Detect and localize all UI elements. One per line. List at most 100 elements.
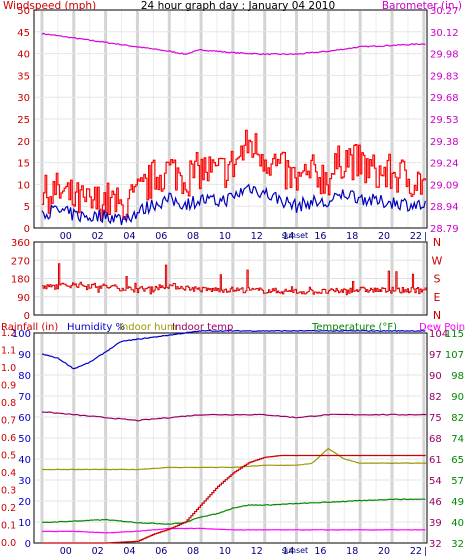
barometer-tick-label: 29.53 bbox=[430, 115, 459, 126]
x-tick-label: 04 bbox=[123, 546, 135, 556]
compass-letter: S bbox=[434, 273, 441, 286]
indoor-temp-tick-label: 75 bbox=[429, 413, 442, 424]
x-tick-label: 02 bbox=[92, 231, 104, 242]
direction-tick-label: 360 bbox=[11, 238, 30, 249]
temperature-tick-label: 115 bbox=[445, 329, 464, 340]
humidity-tick-label: 0 bbox=[25, 539, 31, 550]
x-tick-label: 08 bbox=[187, 231, 199, 242]
rain-tick-label: 0.8 bbox=[1, 398, 16, 409]
indoor-temp-tick-label: 82 bbox=[429, 392, 442, 403]
temperature-tick-label: 57 bbox=[451, 476, 464, 487]
indoor-hum-line bbox=[41, 447, 427, 471]
windspeed-tick-label: 25 bbox=[17, 115, 30, 126]
x-tick-label: 10 bbox=[219, 546, 231, 556]
windspeed-tick-label: 0 bbox=[24, 224, 30, 235]
temperature-tick-label: 107 bbox=[445, 350, 464, 361]
x-tick-label: 06 bbox=[155, 231, 167, 242]
windspeed-tick-label: 40 bbox=[17, 50, 30, 61]
windspeed-tick-label: 35 bbox=[17, 71, 30, 82]
legend-temperature: Temperature (°F) bbox=[311, 322, 397, 333]
sunset-label: sunset bbox=[282, 231, 309, 240]
indoor-temp-tick-label: 32 bbox=[429, 539, 442, 550]
compass-letter: W bbox=[432, 254, 443, 267]
barometer-axis-label: Barometer (in.) bbox=[382, 0, 462, 12]
humidity-tick-label: 50 bbox=[18, 434, 31, 445]
direction-tick-label: 0 bbox=[24, 311, 30, 322]
barometer-tick-label: 29.98 bbox=[430, 50, 459, 61]
indoor-temp-tick-label: 90 bbox=[429, 371, 442, 382]
x-tick-label: 16 bbox=[314, 546, 326, 556]
x-tick-label: 00 bbox=[60, 231, 72, 242]
indoor-temp-tick-label: 54 bbox=[429, 476, 442, 487]
temperature-tick-label: 90 bbox=[451, 392, 464, 403]
barometer-tick-label: 28.94 bbox=[430, 202, 459, 213]
rain-tick-label: 0.9 bbox=[1, 381, 16, 392]
sunset-label: sunset bbox=[282, 546, 309, 555]
temperature-tick-label: 82 bbox=[451, 413, 464, 424]
x-tick-label: 20 bbox=[378, 231, 390, 242]
compass-letter: N bbox=[433, 309, 441, 322]
windspeed-tick-label: 20 bbox=[17, 137, 30, 148]
x-tick-end: | bbox=[424, 232, 427, 242]
x-tick-label: 22 bbox=[410, 546, 422, 556]
rain-tick-label: 1.1 bbox=[1, 346, 16, 357]
temperature-tick-label: 40 bbox=[451, 518, 464, 529]
legend-rainfall: Rainfall (in) bbox=[1, 322, 58, 333]
windspeed-tick-label: 45 bbox=[17, 28, 30, 39]
rain-tick-label: 0.3 bbox=[1, 486, 16, 497]
x-tick-label: 16 bbox=[314, 231, 326, 242]
direction-tick-label: 90 bbox=[17, 293, 30, 304]
dew-point-line bbox=[41, 527, 426, 534]
barometer-tick-label: 29.24 bbox=[430, 159, 459, 170]
indoor-temp-tick-label: 61 bbox=[429, 455, 442, 466]
indoor-temp-tick-label: 68 bbox=[429, 434, 442, 445]
temperature-tick-label: 49 bbox=[451, 497, 464, 508]
x-tick-label: 04 bbox=[123, 231, 135, 242]
windspeed-tick-label: 5 bbox=[24, 202, 30, 213]
graph-title: 24 hour graph day : January 04 2010 bbox=[141, 0, 335, 12]
rain-tick-label: 1.0 bbox=[1, 363, 16, 374]
legend-indoor-hum: Indoor hum bbox=[119, 322, 177, 333]
temperature-line bbox=[41, 498, 426, 525]
windspeed-gust-line bbox=[42, 129, 426, 220]
barometer-tick-label: 29.68 bbox=[430, 93, 459, 104]
x-tick-label: 12 bbox=[251, 231, 263, 242]
rain-tick-label: 0.2 bbox=[1, 503, 16, 514]
temperature-tick-label: 98 bbox=[451, 371, 464, 382]
humidity-line bbox=[41, 329, 426, 370]
barometer-tick-label: 30.12 bbox=[430, 28, 459, 39]
humidity-tick-label: 20 bbox=[18, 497, 31, 508]
temperature-tick-label: 32 bbox=[451, 539, 464, 550]
humidity-tick-label: 70 bbox=[18, 392, 31, 403]
x-tick-label: 06 bbox=[155, 546, 167, 556]
rain-tick-label: 0.5 bbox=[1, 451, 16, 462]
indoor-temp-tick-label: 39 bbox=[429, 518, 442, 529]
rain-tick-label: 0.1 bbox=[1, 521, 16, 532]
rain-tick-label: 1.2 bbox=[1, 328, 16, 339]
humidity-tick-label: 60 bbox=[18, 413, 31, 424]
windspeed-tick-label: 30 bbox=[17, 93, 30, 104]
humidity-tick-label: 30 bbox=[18, 476, 31, 487]
temperature-tick-label: 65 bbox=[451, 455, 464, 466]
barometer-tick-label: 29.38 bbox=[430, 137, 459, 148]
humidity-tick-label: 100 bbox=[12, 329, 31, 340]
x-tick-label: 12 bbox=[251, 546, 263, 556]
humidity-tick-label: 80 bbox=[18, 371, 31, 382]
indoor-temp-line bbox=[41, 411, 427, 422]
x-tick-label: 02 bbox=[92, 546, 104, 556]
barometer-series-line bbox=[41, 32, 426, 56]
barometer-tick-label: 29.09 bbox=[430, 180, 459, 191]
barometer-tick-label: 28.79 bbox=[430, 224, 459, 235]
x-tick-label: 10 bbox=[219, 231, 231, 242]
compass-letter: E bbox=[434, 291, 441, 304]
indoor-temp-tick-label: 104 bbox=[429, 329, 448, 340]
windspeed-average-line bbox=[41, 183, 426, 226]
rain-tick-label: 0.7 bbox=[1, 416, 16, 427]
wind-direction-line bbox=[42, 263, 427, 296]
x-tick-label: 18 bbox=[346, 546, 358, 556]
windspeed-tick-label: 50 bbox=[17, 6, 30, 17]
x-tick-label: 00 bbox=[60, 546, 72, 556]
x-tick-end: | bbox=[424, 547, 427, 556]
x-tick-label: 14 bbox=[283, 546, 295, 556]
